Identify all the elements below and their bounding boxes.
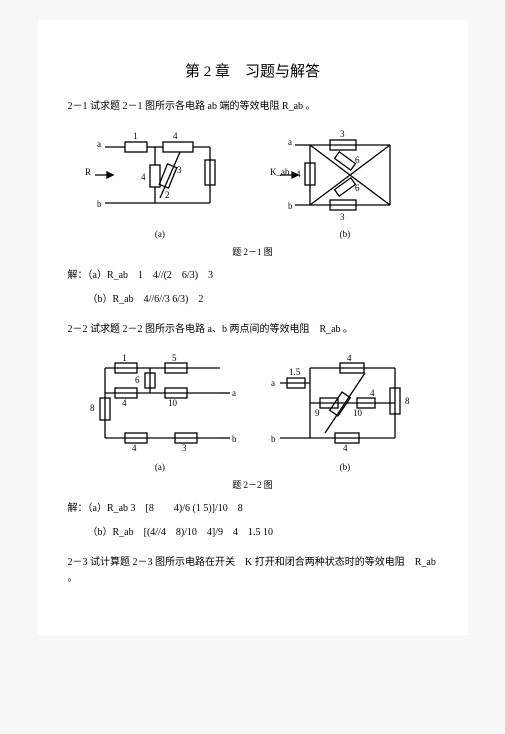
q21-figures-row: a b R 1 4 4 3 2	[68, 125, 438, 225]
label-a: a	[232, 388, 236, 398]
fig-2-1-a: a b R 1 4 4 3 2	[85, 125, 235, 225]
r2: 2	[165, 190, 170, 200]
q22-sol-b: （b）R_ab [(4//4 8)/10 4]/9 4 1.5 10	[68, 525, 438, 541]
cap-b: (b)	[340, 462, 351, 472]
r4b: 4	[370, 388, 375, 398]
r3b: 3	[340, 212, 345, 222]
r4a: 4	[347, 353, 352, 363]
r6: 6	[135, 375, 140, 385]
q22-subcaps: (a) (b)	[68, 462, 438, 472]
r4: 4	[173, 131, 178, 141]
q22-figures-row: a b 1 5 4 10 6 8 4 3	[68, 348, 438, 458]
q23-prompt: 2－3 试计算题 2－3 图所示电路在开关 K 打开和闭合两种状态时的等效电阻 …	[68, 555, 438, 587]
q22-prompt: 2－2 试求题 2－2 图所示各电路 a、b 两点间的等效电阻 R_ab 。	[68, 322, 438, 338]
page: 第 2 章 习题与解答 2－1 试求题 2－1 图所示各电路 ab 端的等效电阻…	[38, 20, 468, 635]
cap-a: (a)	[155, 462, 165, 472]
label-a: a	[288, 137, 292, 147]
r5: 5	[172, 353, 177, 363]
r8: 8	[90, 403, 95, 413]
r10: 10	[168, 398, 178, 408]
chapter-title: 第 2 章 习题与解答	[68, 60, 438, 81]
q21-figcap: 题 2－1 图	[68, 245, 438, 258]
q21-prompt: 2－1 试求题 2－1 图所示各电路 ab 端的等效电阻 R_ab 。	[68, 99, 438, 115]
label-a: a	[271, 378, 275, 388]
q21-sol-a: 解：（a）R_ab 1 4//(2 6/3) 3	[68, 268, 438, 284]
label-b: b	[288, 201, 293, 211]
cap-b: (b)	[340, 229, 351, 239]
r4c: 4	[343, 443, 348, 453]
q22-figcap: 题 2－2 图	[68, 478, 438, 491]
r4b: 4	[132, 443, 137, 453]
r3: 3	[182, 443, 187, 453]
r1: 1	[122, 353, 127, 363]
r6a: 6	[355, 155, 360, 165]
label-a: a	[97, 139, 101, 149]
cap-a: (a)	[155, 229, 165, 239]
r9: 9	[315, 408, 320, 418]
fig-2-2-a: a b 1 5 4 10 6 8 4 3	[80, 348, 240, 458]
r3a: 3	[340, 129, 345, 139]
r4: 4	[296, 169, 301, 179]
r4: 4	[122, 398, 127, 408]
label-b: b	[232, 434, 237, 444]
fig-2-1-b: a b K_ab 3 3 4 6 6	[270, 125, 420, 225]
r4b: 4	[141, 172, 146, 182]
label-K: K_ab	[270, 167, 290, 177]
q21-subcaps: (a) (b)	[68, 229, 438, 239]
r8: 8	[405, 396, 410, 406]
q21-sol-b: （b）R_ab 4//6//3 6/3) 2	[68, 292, 438, 308]
r3: 3	[177, 165, 182, 175]
label-b: b	[271, 434, 276, 444]
r1: 1	[133, 131, 138, 141]
r6b: 6	[355, 183, 360, 193]
r15: 1.5	[289, 367, 301, 377]
label-b: b	[97, 199, 102, 209]
q22-sol-a: 解：（a）R_ab 3 [8 4)/6 (1 5)]/10 8	[68, 501, 438, 517]
fig-2-2-b: a b 1.5 4 4 4 9 10 8	[265, 348, 425, 458]
r10: 10	[353, 408, 363, 418]
label-R: R	[85, 167, 91, 177]
